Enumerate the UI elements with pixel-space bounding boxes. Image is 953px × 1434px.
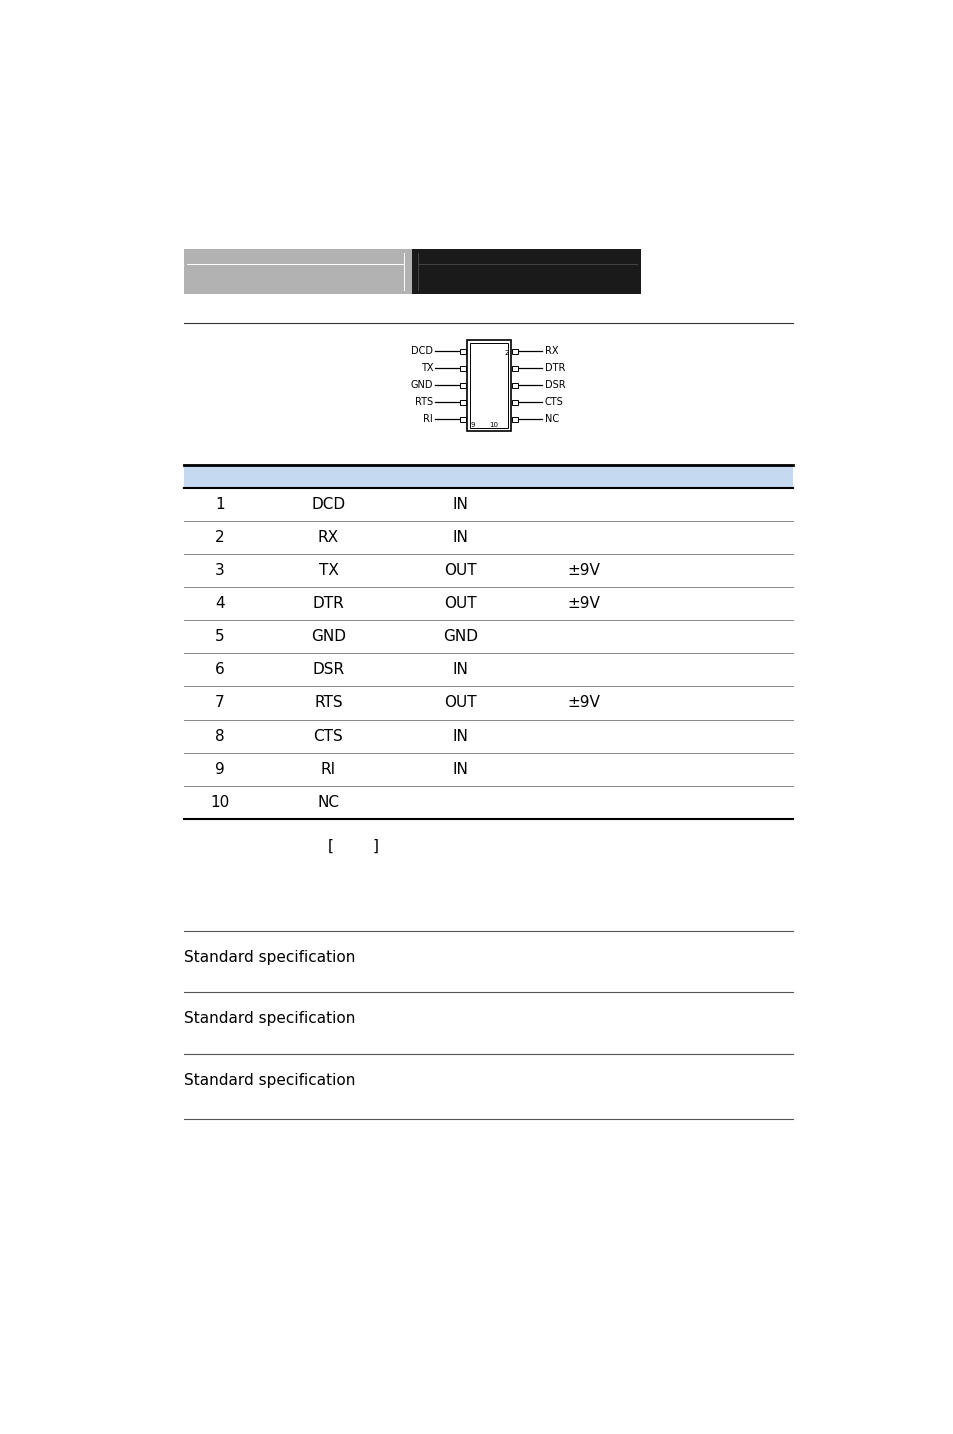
Bar — [512, 400, 517, 404]
Bar — [459, 383, 465, 389]
Bar — [459, 416, 465, 422]
Text: 9: 9 — [470, 422, 475, 427]
Text: CTS: CTS — [544, 397, 563, 407]
Text: GND: GND — [442, 630, 477, 644]
Text: NC: NC — [317, 794, 339, 810]
Bar — [459, 348, 465, 354]
Text: DSR: DSR — [544, 380, 565, 390]
Text: [        ]: [ ] — [328, 839, 379, 853]
Text: Standard specification: Standard specification — [183, 1011, 355, 1027]
Text: CTS: CTS — [314, 728, 343, 744]
Text: IN: IN — [452, 728, 468, 744]
Text: IN: IN — [452, 531, 468, 545]
Text: 9: 9 — [214, 761, 225, 777]
Text: DSR: DSR — [313, 663, 344, 677]
Bar — [512, 366, 517, 371]
Text: NC: NC — [544, 414, 558, 424]
Text: GND: GND — [410, 380, 433, 390]
Bar — [467, 340, 510, 430]
Bar — [183, 465, 792, 488]
Bar — [470, 343, 507, 427]
Bar — [459, 400, 465, 404]
Text: 5: 5 — [215, 630, 225, 644]
Text: DCD: DCD — [311, 496, 345, 512]
Text: 3: 3 — [214, 564, 225, 578]
Text: TX: TX — [420, 363, 433, 373]
Text: OUT: OUT — [443, 564, 476, 578]
Text: 1: 1 — [215, 496, 225, 512]
Text: TX: TX — [318, 564, 338, 578]
Text: 2: 2 — [504, 350, 508, 356]
Text: RI: RI — [320, 761, 335, 777]
Text: OUT: OUT — [443, 695, 476, 710]
Text: 8: 8 — [215, 728, 225, 744]
Text: 10: 10 — [488, 422, 497, 427]
Text: RTS: RTS — [415, 397, 433, 407]
Bar — [512, 416, 517, 422]
Text: RTS: RTS — [314, 695, 342, 710]
Text: RX: RX — [317, 531, 338, 545]
Text: IN: IN — [452, 496, 468, 512]
Text: 6: 6 — [214, 663, 225, 677]
Text: 10: 10 — [211, 794, 230, 810]
Text: RX: RX — [544, 347, 558, 357]
Text: 4: 4 — [215, 597, 225, 611]
Text: GND: GND — [311, 630, 346, 644]
Text: DTR: DTR — [544, 363, 564, 373]
Bar — [512, 348, 517, 354]
Text: IN: IN — [452, 663, 468, 677]
Text: DCD: DCD — [411, 347, 433, 357]
Text: OUT: OUT — [443, 597, 476, 611]
Text: RI: RI — [423, 414, 433, 424]
Text: Standard specification: Standard specification — [183, 949, 355, 965]
Text: Standard specification: Standard specification — [183, 1073, 355, 1088]
Text: ±9V: ±9V — [567, 597, 600, 611]
Text: ±9V: ±9V — [567, 695, 600, 710]
Text: 7: 7 — [215, 695, 225, 710]
Bar — [512, 383, 517, 389]
Text: DTR: DTR — [313, 597, 344, 611]
Bar — [412, 250, 640, 294]
Text: IN: IN — [452, 761, 468, 777]
Text: ±9V: ±9V — [567, 564, 600, 578]
Text: 2: 2 — [215, 531, 225, 545]
Bar — [183, 250, 412, 294]
Bar — [459, 366, 465, 371]
